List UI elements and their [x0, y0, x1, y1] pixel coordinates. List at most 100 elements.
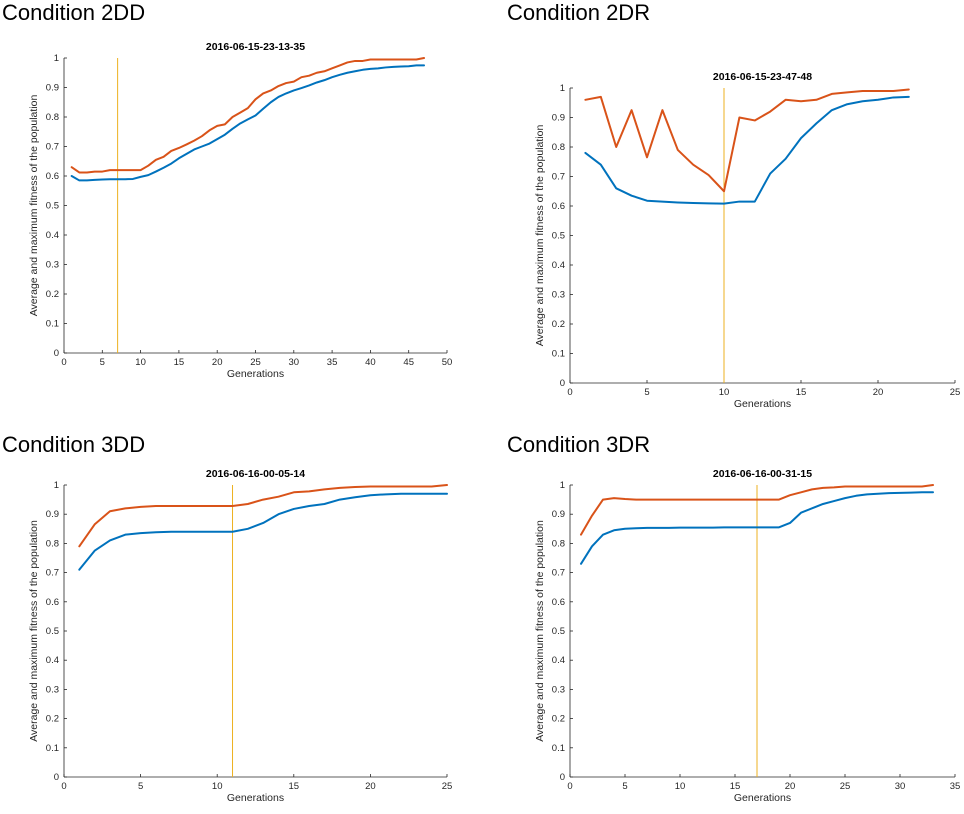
y-tick-label: 1 [54, 53, 59, 64]
y-tick-label: 0.4 [552, 655, 565, 666]
x-axis-title: Generations [734, 398, 791, 410]
x-tick-label: 35 [327, 357, 338, 368]
y-tick-label: 0.9 [46, 83, 59, 94]
chart-condition-3dd: 0 5 10 15 20 25 0 0.1 0.2 0.3 0.4 0.5 0.6 0.7 0.8 0.9 1 G… [28, 468, 453, 804]
x-tick-label: 0 [61, 781, 66, 792]
chart-title: 2016-06-15-23-13-35 [206, 41, 305, 53]
x-tick-label: 50 [442, 357, 453, 368]
x-tick-label: 40 [365, 357, 376, 368]
y-tick-label: 0 [54, 772, 59, 783]
average-fitness-line [70, 64, 426, 182]
y-tick-label: 0.8 [46, 538, 59, 549]
y-tick-label: 0.7 [46, 142, 59, 153]
y-axis-title: Average and maximum fitness of the popul… [534, 520, 546, 742]
y-tick-label: 0.8 [552, 142, 565, 153]
y-tick-label: 0 [560, 378, 565, 389]
x-tick-label: 15 [174, 357, 185, 368]
x-axis-title: Generations [227, 368, 284, 380]
y-tick-label: 0.1 [46, 743, 59, 754]
y-tick-label: 0.1 [552, 349, 565, 360]
y-tick-label: 0.3 [552, 290, 565, 301]
y-tick-label: 0.8 [46, 112, 59, 123]
y-tick-label: 0.4 [46, 655, 59, 666]
x-tick-label: 20 [873, 387, 884, 398]
panel-heading-2dd: Condition 2DD [2, 0, 146, 25]
y-tick-label: 0.9 [46, 509, 59, 520]
x-tick-label: 0 [567, 387, 572, 398]
panel-heading-3dr: Condition 3DR [507, 432, 651, 457]
y-tick-label: 0.5 [46, 626, 59, 637]
y-tick-label: 0.7 [552, 568, 565, 579]
y-tick-label: 0.5 [552, 626, 565, 637]
y-tick-label: 0.5 [46, 201, 59, 212]
x-axis-title: Generations [227, 792, 284, 804]
x-tick-label: 15 [289, 781, 300, 792]
y-tick-label: 1 [560, 83, 565, 94]
x-tick-label: 15 [796, 387, 807, 398]
x-tick-label: 15 [730, 781, 741, 792]
maximum-fitness-line [78, 484, 448, 548]
y-tick-label: 0.6 [552, 597, 565, 608]
x-tick-label: 25 [442, 781, 453, 792]
y-tick-label: 0.7 [46, 568, 59, 579]
panel-heading-2dr: Condition 2DR [507, 0, 651, 25]
y-tick-label: 0.3 [46, 260, 59, 271]
chart-condition-2dd: 0 5 10 15 20 25 30 35 40 45 50 0 0.1 0.2 0.3 0.4 0.5 0.6 0… [28, 41, 453, 380]
x-tick-label: 20 [212, 357, 223, 368]
x-tick-label: 25 [840, 781, 851, 792]
x-axis-title: Generations [734, 792, 791, 804]
x-tick-label: 25 [250, 357, 261, 368]
x-tick-label: 20 [365, 781, 376, 792]
y-tick-label: 1 [54, 480, 59, 491]
y-tick-label: 0.3 [46, 684, 59, 695]
y-axis-title: Average and maximum fitness of the popul… [28, 520, 40, 742]
x-tick-label: 45 [403, 357, 414, 368]
x-tick-label: 0 [61, 357, 66, 368]
y-tick-label: 0.2 [46, 289, 59, 300]
maximum-fitness-line [70, 57, 426, 174]
y-tick-label: 0.6 [46, 171, 59, 182]
y-axis-title: Average and maximum fitness of the popul… [534, 125, 546, 347]
y-tick-label: 0.5 [552, 231, 565, 242]
chart-condition-2dr: 0 5 10 15 20 25 0 0.1 0.2 0.3 0.4 0.5 0.6 0.7 0.8 0.9 1 G… [534, 71, 961, 410]
y-tick-label: 0.2 [552, 714, 565, 725]
chart-title: 2016-06-16-00-31-15 [713, 468, 812, 480]
chart-condition-3dr: 0 5 10 15 20 25 30 35 0 0.1 0.2 0.3 0.4 0.5 0.6 0.7 0.8 0… [534, 468, 961, 804]
x-tick-label: 5 [644, 387, 649, 398]
y-tick-label: 0.6 [552, 201, 565, 212]
x-tick-label: 25 [950, 387, 961, 398]
chart-title: 2016-06-16-00-05-14 [206, 468, 305, 480]
x-tick-label: 35 [950, 781, 961, 792]
y-tick-label: 0.3 [552, 684, 565, 695]
y-tick-label: 0 [560, 772, 565, 783]
maximum-fitness-line [580, 484, 934, 536]
y-tick-label: 0.2 [552, 319, 565, 330]
average-fitness-line [580, 491, 934, 565]
y-tick-label: 0.7 [552, 172, 565, 183]
panel-heading-3dd: Condition 3DD [2, 432, 146, 457]
y-axis-title: Average and maximum fitness of the popul… [28, 95, 40, 317]
x-tick-label: 10 [135, 357, 146, 368]
y-tick-label: 0.1 [46, 319, 59, 330]
y-tick-label: 0.6 [46, 597, 59, 608]
average-fitness-line [78, 492, 448, 571]
x-tick-label: 10 [212, 781, 223, 792]
y-tick-label: 0.9 [552, 509, 565, 520]
x-tick-label: 5 [100, 357, 105, 368]
x-tick-label: 10 [719, 387, 730, 398]
y-tick-label: 0.4 [46, 230, 59, 241]
x-tick-label: 0 [567, 781, 572, 792]
y-tick-label: 0 [54, 348, 59, 359]
y-tick-label: 0.2 [46, 714, 59, 725]
y-tick-label: 0.9 [552, 113, 565, 124]
x-tick-label: 30 [289, 357, 300, 368]
x-tick-label: 10 [675, 781, 686, 792]
average-fitness-line [584, 95, 910, 205]
y-tick-label: 0.8 [552, 538, 565, 549]
x-tick-label: 20 [785, 781, 796, 792]
x-tick-label: 5 [622, 781, 627, 792]
chart-title: 2016-06-15-23-47-48 [713, 71, 812, 83]
x-tick-label: 30 [895, 781, 906, 792]
y-tick-label: 0.1 [552, 743, 565, 754]
y-tick-label: 0.4 [552, 260, 565, 271]
